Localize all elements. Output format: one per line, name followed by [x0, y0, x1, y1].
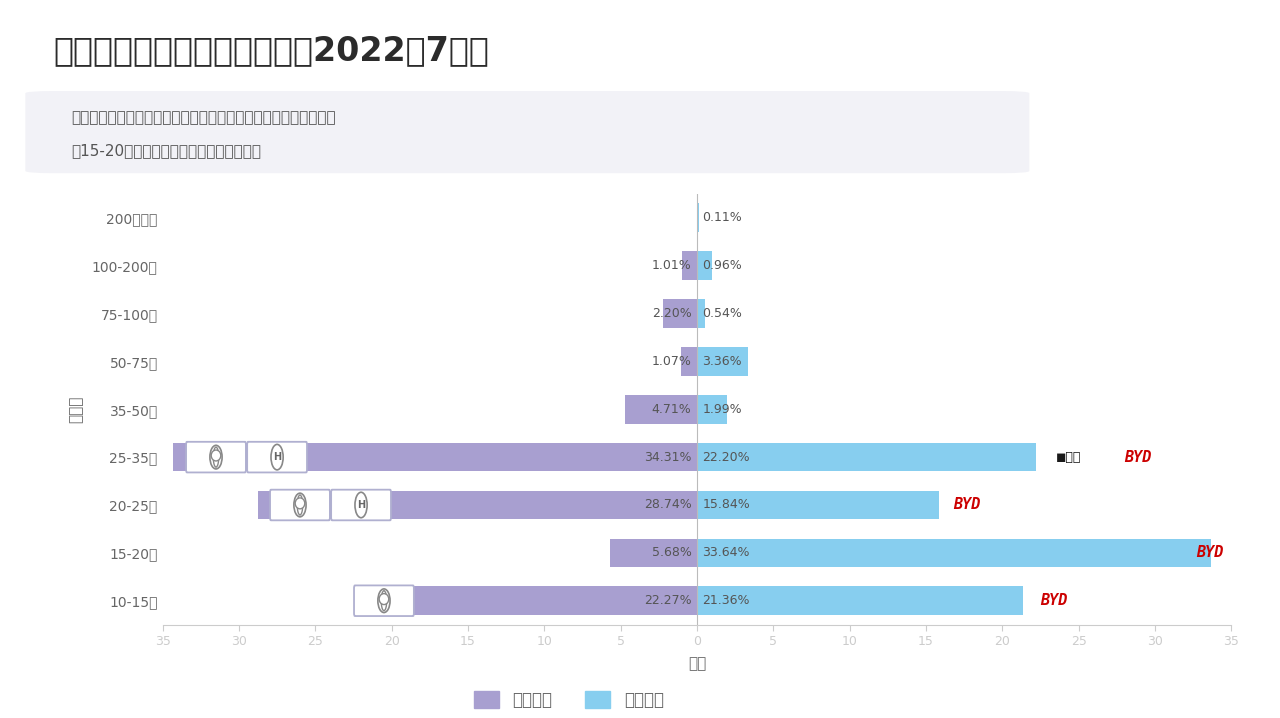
Legend: 混合动力, 插电混动: 混合动力, 插电混动: [467, 684, 671, 715]
FancyBboxPatch shape: [270, 490, 330, 521]
Text: 0.11%: 0.11%: [703, 211, 742, 224]
Text: H: H: [273, 452, 282, 462]
Text: ◼理想: ◼理想: [1056, 451, 1082, 464]
Ellipse shape: [296, 498, 305, 509]
X-axis label: 占比: 占比: [687, 656, 707, 671]
Text: BYD: BYD: [1197, 546, 1224, 560]
Bar: [681, 251, 698, 280]
Text: 34.31%: 34.31%: [644, 451, 691, 464]
Ellipse shape: [297, 495, 303, 515]
Bar: [698, 443, 1036, 472]
Ellipse shape: [211, 450, 220, 461]
Bar: [698, 299, 705, 328]
Text: 在15-20万这个区间段，混合动力布局稍晚: 在15-20万这个区间段，混合动力布局稍晚: [70, 143, 261, 158]
Text: 从目前的情况来看，插电混动和混合动力的价位段是重叠在一起的: 从目前的情况来看，插电混动和混合动力的价位段是重叠在一起的: [70, 111, 335, 126]
FancyBboxPatch shape: [355, 585, 413, 616]
Bar: [698, 251, 712, 280]
Ellipse shape: [355, 493, 367, 518]
FancyBboxPatch shape: [332, 490, 390, 521]
Text: 3.36%: 3.36%: [703, 355, 742, 368]
Text: 2.20%: 2.20%: [652, 307, 691, 320]
Bar: [681, 347, 698, 376]
Text: 0.54%: 0.54%: [703, 307, 742, 320]
Text: 1.01%: 1.01%: [652, 259, 691, 272]
Bar: [698, 347, 749, 376]
Ellipse shape: [271, 444, 283, 470]
Text: 1.07%: 1.07%: [652, 355, 691, 368]
Text: 21.36%: 21.36%: [703, 595, 750, 607]
Bar: [259, 490, 698, 519]
Text: 10: 10: [5, 29, 42, 55]
Text: 混合动力和插电混动的比较（2022年7月）: 混合动力和插电混动的比较（2022年7月）: [54, 34, 490, 67]
Text: BYD: BYD: [1041, 593, 1068, 608]
Text: 22.27%: 22.27%: [644, 595, 691, 607]
Text: 0.96%: 0.96%: [703, 259, 742, 272]
Text: BYD: BYD: [1125, 449, 1152, 465]
Text: BYD: BYD: [954, 498, 980, 513]
Bar: [698, 587, 1023, 615]
Bar: [625, 395, 698, 424]
FancyBboxPatch shape: [26, 91, 1029, 173]
Text: 5.68%: 5.68%: [652, 546, 691, 559]
Text: 汽车电子设计: 汽车电子设计: [1167, 73, 1202, 83]
Ellipse shape: [294, 493, 306, 517]
Ellipse shape: [379, 594, 389, 605]
Bar: [611, 538, 698, 567]
Bar: [663, 299, 698, 328]
Ellipse shape: [378, 589, 390, 612]
Text: 22.20%: 22.20%: [703, 451, 750, 464]
Bar: [698, 203, 699, 232]
Bar: [173, 443, 698, 472]
Ellipse shape: [210, 445, 223, 469]
Bar: [357, 587, 698, 615]
Y-axis label: 价位段: 价位段: [69, 396, 83, 423]
Text: 33.64%: 33.64%: [703, 546, 750, 559]
FancyBboxPatch shape: [186, 442, 246, 472]
Text: 1.99%: 1.99%: [703, 403, 742, 416]
Text: ⊙⊙: ⊙⊙: [1164, 31, 1206, 55]
FancyBboxPatch shape: [247, 442, 307, 472]
Text: 28.74%: 28.74%: [644, 498, 691, 511]
Bar: [698, 395, 727, 424]
Text: 4.71%: 4.71%: [652, 403, 691, 416]
Bar: [698, 538, 1211, 567]
Ellipse shape: [381, 591, 387, 611]
Text: 15.84%: 15.84%: [703, 498, 750, 511]
Bar: [698, 490, 938, 519]
Ellipse shape: [214, 447, 219, 467]
Text: H: H: [357, 500, 365, 510]
